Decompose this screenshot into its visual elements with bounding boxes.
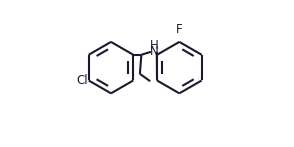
Text: H: H (149, 39, 158, 52)
Text: F: F (176, 23, 183, 36)
Text: Cl: Cl (76, 74, 88, 87)
Text: N: N (149, 45, 158, 58)
